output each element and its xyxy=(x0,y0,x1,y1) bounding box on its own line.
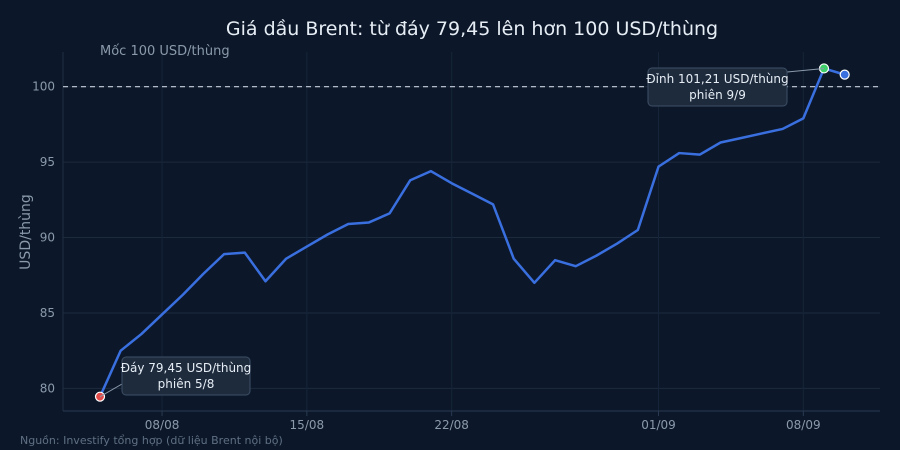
x-tick-label: 22/08 xyxy=(434,418,469,432)
annotation-line2: phiên 5/8 xyxy=(158,377,215,391)
x-tick-label: 01/09 xyxy=(641,418,676,432)
annotation-group: Đáy 79,45 USD/thùng phiên 5/8 Đỉnh 101,21 … xyxy=(99,67,825,398)
x-tick-label: 15/08 xyxy=(290,418,325,432)
annotation-connector xyxy=(99,383,123,398)
axes: 80 85 90 95 100 08/08 15/08 22/08 01/09 08/09 xyxy=(32,52,880,432)
high-annotation-box xyxy=(647,67,788,107)
x-tick-label: 08/09 xyxy=(786,418,821,432)
reference-line-label: Mốc 100 USD/thùng xyxy=(100,44,230,59)
price-line xyxy=(98,67,826,398)
y-tick-label: 80 xyxy=(40,381,55,395)
x-tick-label: 08/08 xyxy=(145,418,180,432)
y-tick-label: 85 xyxy=(40,306,55,320)
source-note: Nguồn: Investify tổng hợp (dữ liệu Brent… xyxy=(20,434,283,447)
series-group xyxy=(98,67,846,398)
annotation-line1: Đỉnh 101,21 USD/thùng xyxy=(646,72,788,86)
y-tick-label: 90 xyxy=(40,231,55,245)
low-annotation-box xyxy=(121,356,251,396)
y-tick-label: 95 xyxy=(40,155,55,169)
y-tick-label: 100 xyxy=(32,80,55,94)
annotation-line2: phiên 9/9 xyxy=(689,88,746,102)
marker-group xyxy=(94,63,850,402)
last-point-marker xyxy=(839,69,850,80)
chart-title: Giá dầu Brent: từ đáy 79,45 lên hơn 100 … xyxy=(226,18,718,40)
annotation-connector xyxy=(786,67,825,73)
annotation-line1: Đáy 79,45 USD/thùng xyxy=(121,361,252,375)
y-axis-title: USD/thùng xyxy=(18,194,34,270)
